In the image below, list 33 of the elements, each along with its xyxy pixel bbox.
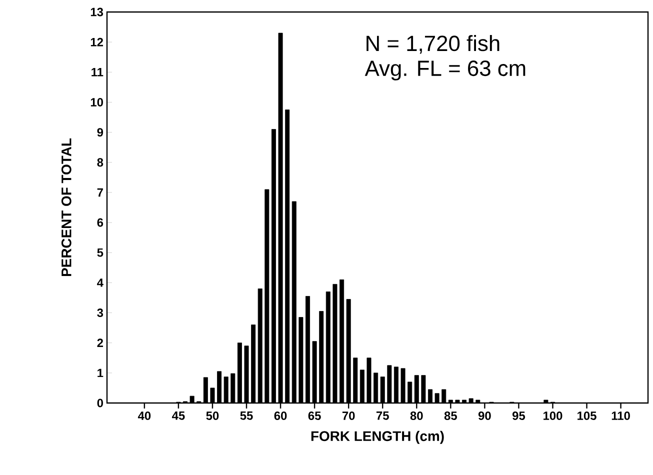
y-tick-label: 6 <box>97 218 104 227</box>
x-tick-label: 85 <box>444 412 457 420</box>
x-tick-label: 55 <box>240 412 253 420</box>
y-tick-label: 4 <box>97 278 104 287</box>
x-axis-title: FORK LENGTH (cm) <box>311 430 444 444</box>
x-tick-label: 70 <box>342 412 355 420</box>
x-tick-label: 105 <box>578 412 596 420</box>
y-tick-label: 11 <box>92 68 104 76</box>
y-tick-label: 12 <box>90 38 103 46</box>
x-tick-label: 75 <box>376 412 389 420</box>
x-tick-label: 65 <box>308 412 321 420</box>
y-tick-label: 1 <box>98 368 104 378</box>
y-tick-label: 8 <box>97 158 104 167</box>
y-tick-label: 7 <box>97 188 103 197</box>
x-tick-label: 80 <box>410 412 423 420</box>
x-tick-label: 45 <box>172 412 185 420</box>
x-tick-label: 50 <box>206 412 219 420</box>
x-tick-label: 100 <box>544 412 562 420</box>
x-tick-label: 40 <box>138 412 151 420</box>
x-tick-label: 95 <box>512 412 526 420</box>
y-tick-label: 2 <box>97 338 104 348</box>
y-tick-label: 10 <box>90 98 103 106</box>
x-tick-label: 110 <box>612 412 630 420</box>
y-tick-label: 5 <box>97 248 104 257</box>
x-tick-label: 60 <box>274 412 287 420</box>
y-tick-label: 13 <box>90 8 104 16</box>
annotation: N = 1,720 fish <box>366 35 500 54</box>
annotation: Avg. FL = 63 cm <box>364 60 526 80</box>
x-tick-label: 90 <box>478 412 491 420</box>
y-axis-title: PERCENT OF TOTAL <box>61 138 72 276</box>
y-tick-label: 0 <box>97 398 103 408</box>
y-tick-label: 3 <box>97 308 104 318</box>
y-tick-label: 9 <box>97 128 104 137</box>
